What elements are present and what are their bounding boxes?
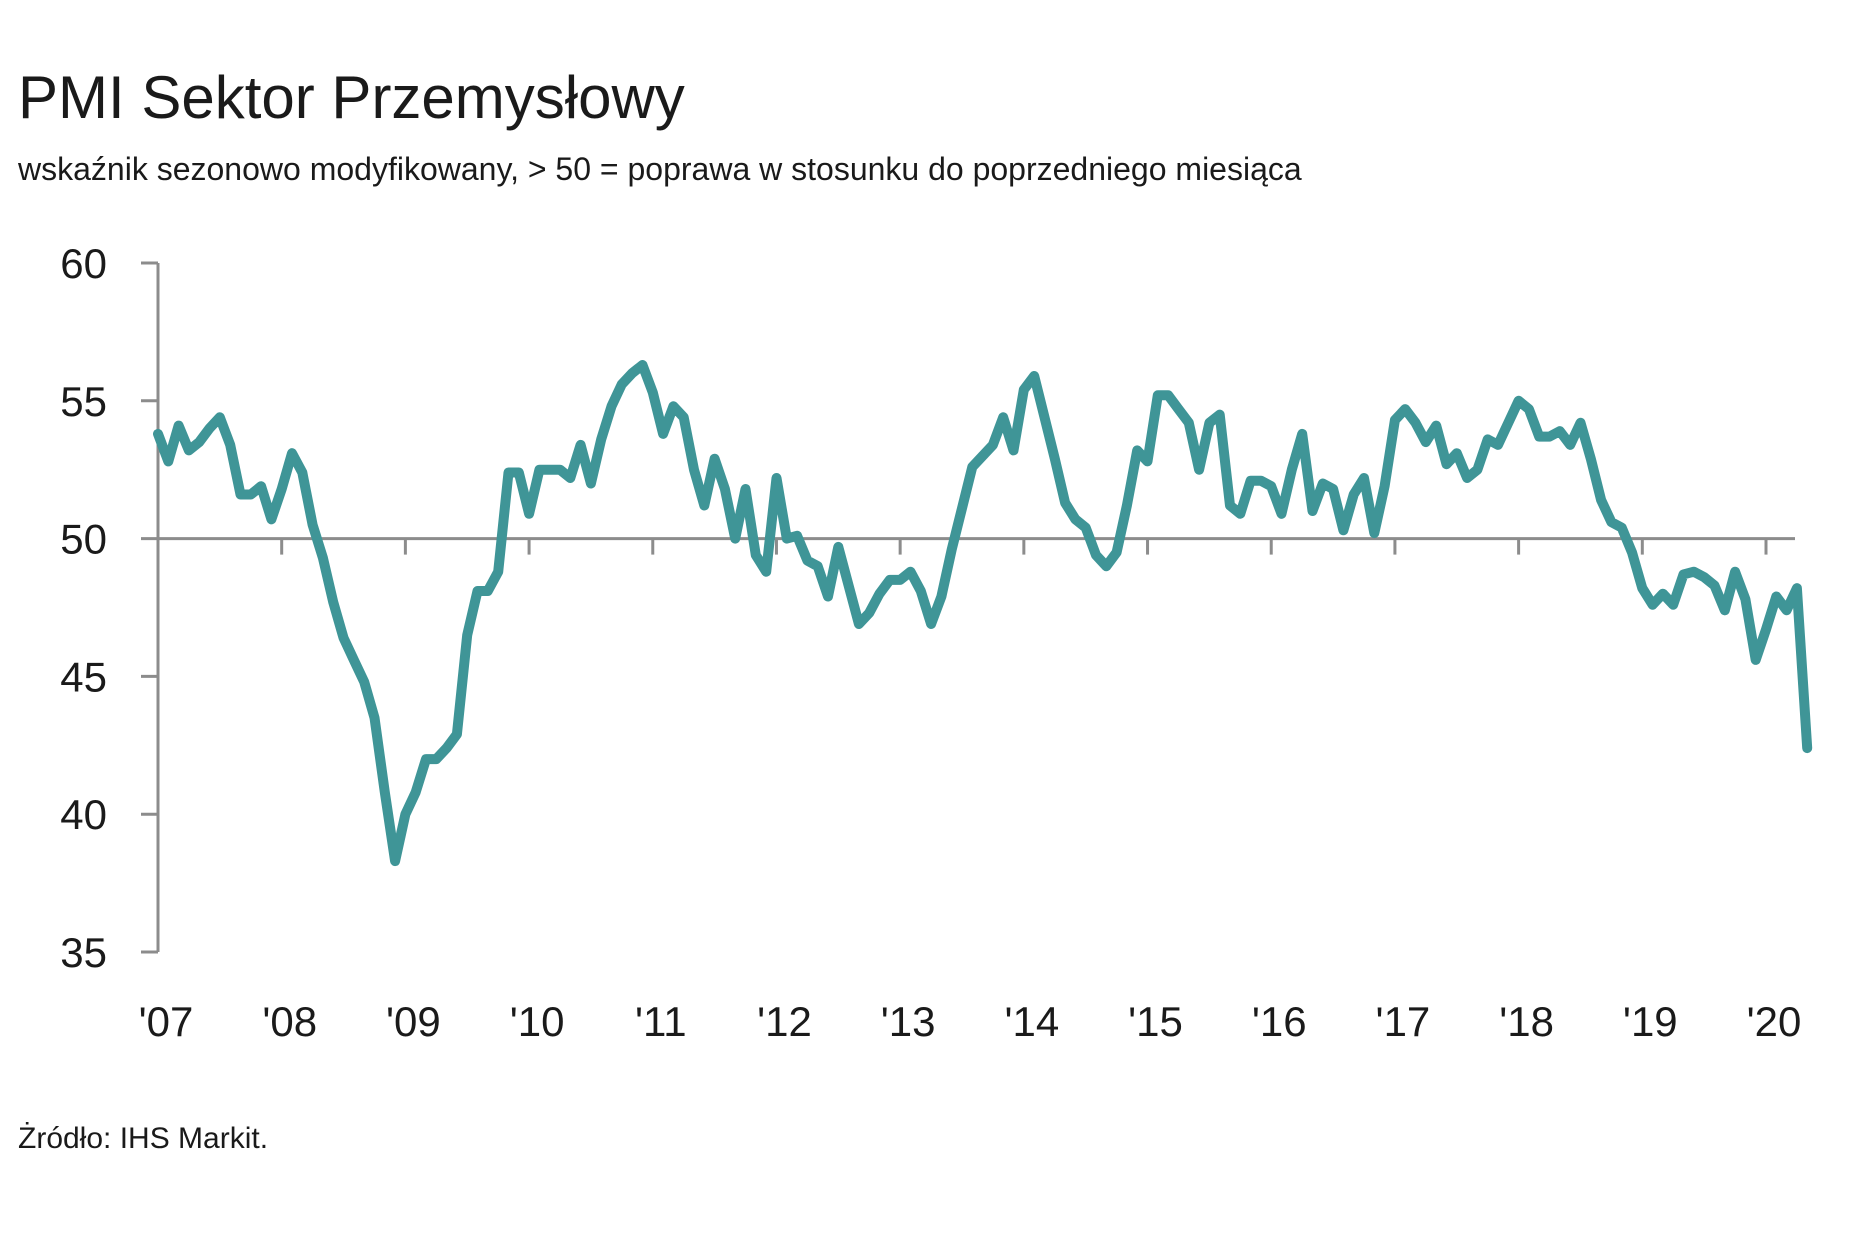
x-tick-label: '19 — [1623, 998, 1678, 1045]
y-tick-label: 40 — [60, 791, 107, 838]
x-tick-label: '11 — [635, 998, 687, 1045]
y-axis: 60 55 50 45 40 35 — [60, 240, 160, 976]
y-tick-label: 45 — [60, 653, 107, 700]
x-tick-label: '16 — [1252, 998, 1307, 1045]
pmi-series-line — [153, 360, 1813, 867]
y-tick-label: 50 — [60, 516, 107, 563]
x-tick-label: '12 — [757, 998, 812, 1045]
chart-title: PMI Sektor Przemysłowy — [18, 64, 685, 131]
x-tick-label: '14 — [1004, 998, 1059, 1045]
x-tick-label: '09 — [386, 998, 441, 1045]
x-tick-label: '20 — [1747, 998, 1802, 1045]
x-tick-label: '08 — [262, 998, 317, 1045]
series — [153, 360, 1813, 867]
y-tick-label: 55 — [60, 378, 107, 425]
y-tick-label: 35 — [60, 929, 107, 976]
x-tick-label: '07 — [139, 998, 194, 1045]
x-tick-label: '13 — [881, 998, 936, 1045]
x-tick-label: '17 — [1376, 998, 1431, 1045]
x-tick-label: '15 — [1128, 998, 1183, 1045]
x-tick-label: '10 — [510, 998, 565, 1045]
source-note: Żródło: IHS Markit. — [18, 1122, 269, 1155]
x-tick-label: '18 — [1499, 998, 1554, 1045]
x-axis: '07 '08 '09 '10 '11 '12 '13 '14 '15 '16 '17 '18 '19 '… — [139, 537, 1802, 1045]
y-tick-label: 60 — [60, 240, 107, 287]
chart-subtitle: wskaźnik sezonowo modyfikowany, > 50 = p… — [18, 151, 1302, 187]
